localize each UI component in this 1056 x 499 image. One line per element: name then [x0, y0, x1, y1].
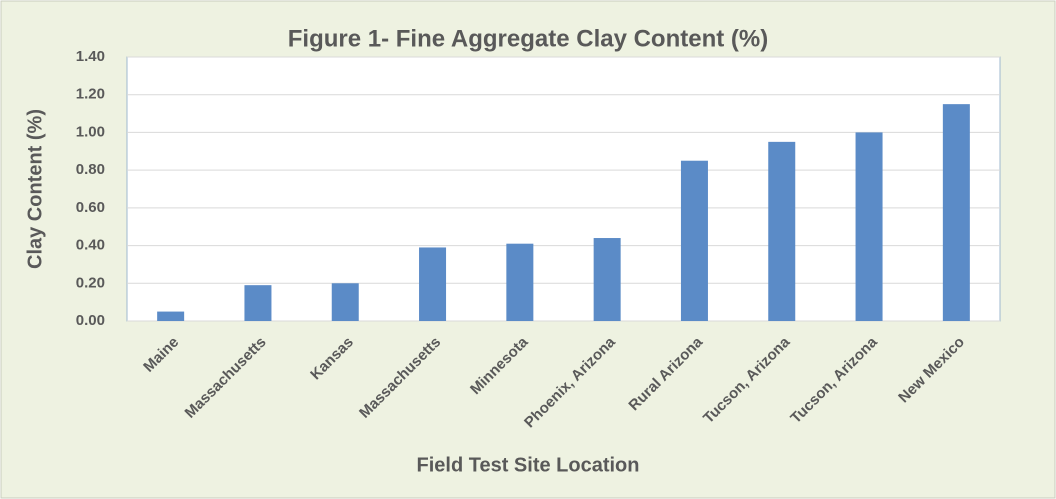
bar: [244, 285, 272, 321]
plot-area: [126, 56, 1001, 322]
bar: [506, 243, 534, 321]
y-tick-label: 1.40: [76, 48, 105, 65]
bar: [331, 283, 359, 321]
bar: [680, 160, 708, 321]
y-tick-label: 1.20: [76, 86, 105, 103]
bar: [942, 104, 970, 322]
bar: [855, 132, 883, 321]
y-tick-label: 0.20: [76, 274, 105, 291]
bar: [768, 141, 796, 321]
chart-title: Figure 1- Fine Aggregate Clay Content (%…: [288, 25, 768, 52]
y-tick-label: 0.40: [76, 237, 105, 254]
bar: [593, 238, 621, 321]
y-tick-label: 0.80: [76, 161, 105, 178]
y-tick-label: 1.00: [76, 123, 105, 140]
bar: [157, 311, 185, 321]
y-axis-title: Clay Content (%): [24, 109, 46, 269]
x-axis-title: Field Test Site Location: [417, 454, 640, 476]
y-tick-label: 0.60: [76, 199, 105, 216]
y-tick-label: 0.00: [76, 312, 105, 329]
bar: [419, 247, 447, 321]
